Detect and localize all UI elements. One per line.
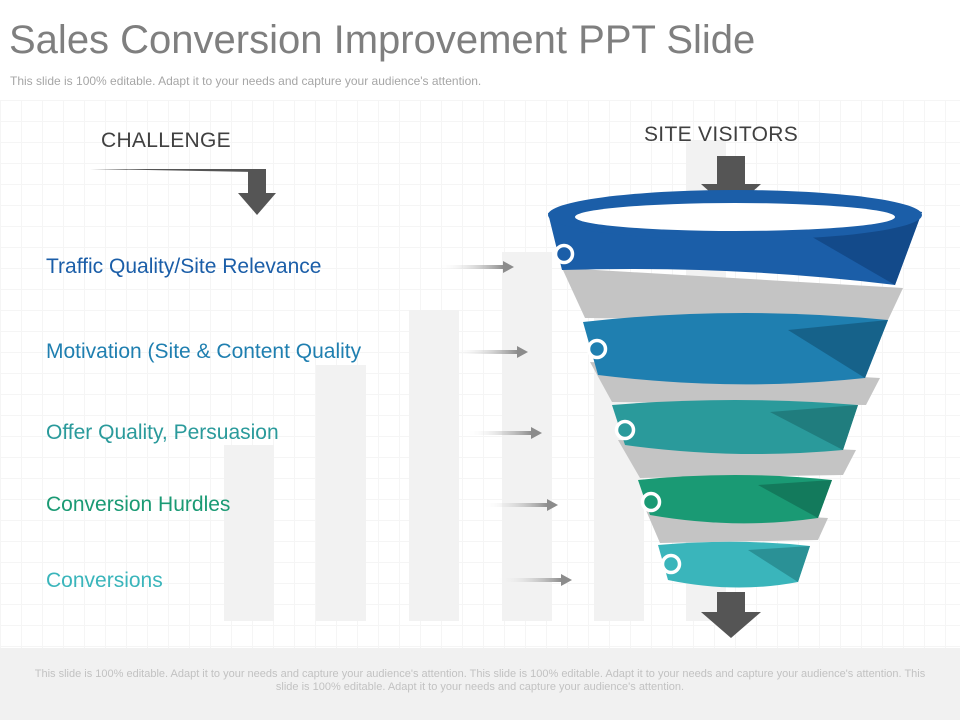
slide-footer: This slide is 100% editable. Adapt it to…: [0, 648, 960, 720]
connector-arrow-icon: [452, 346, 528, 358]
challenge-heading: CHALLENGE: [101, 129, 231, 152]
background-bar: [224, 445, 274, 621]
stage-label-traffic-quality: Traffic Quality/Site Relevance: [46, 255, 322, 278]
connector-arrow-icon: [438, 261, 514, 273]
stage-marker-dot: [586, 338, 608, 360]
funnel-band-3: [612, 400, 858, 454]
stage-marker-dot: [660, 553, 682, 575]
stage-label-motivation: Motivation (Site & Content Quality: [46, 340, 362, 363]
stage-marker-dot: [614, 419, 636, 441]
background-bar: [409, 310, 459, 621]
footer-text: This slide is 100% editable. Adapt it to…: [34, 668, 926, 693]
connector-arrow-icon: [482, 499, 558, 511]
background-bar: [316, 365, 366, 621]
connector-arrow-icon: [496, 574, 572, 586]
stage-marker-dot: [553, 243, 575, 265]
funnel-band-5: [658, 541, 810, 588]
stage-label-conversions: Conversions: [46, 569, 163, 592]
funnel-band-1: [548, 190, 922, 285]
background-bar: [502, 252, 552, 621]
output-arrow-icon: [701, 592, 761, 638]
stage-label-offer-quality: Offer Quality, Persuasion: [46, 421, 279, 444]
funnel-ribbon: [562, 268, 903, 320]
connector-arrow-icon: [466, 427, 542, 439]
slide-subtitle: This slide is 100% editable. Adapt it to…: [10, 74, 482, 88]
funnel-band-2: [583, 312, 888, 385]
connector-arrows: [438, 261, 572, 586]
slide-title: Sales Conversion Improvement PPT Slide: [9, 18, 756, 62]
stage-label-conversion-hurdles: Conversion Hurdles: [46, 493, 231, 516]
stage-markers: [553, 243, 682, 575]
funnel-band-4: [638, 475, 832, 524]
challenge-arrow-icon: [90, 169, 276, 215]
site-visitors-heading: SITE VISITORS: [644, 123, 799, 146]
stage-marker-dot: [640, 491, 662, 513]
